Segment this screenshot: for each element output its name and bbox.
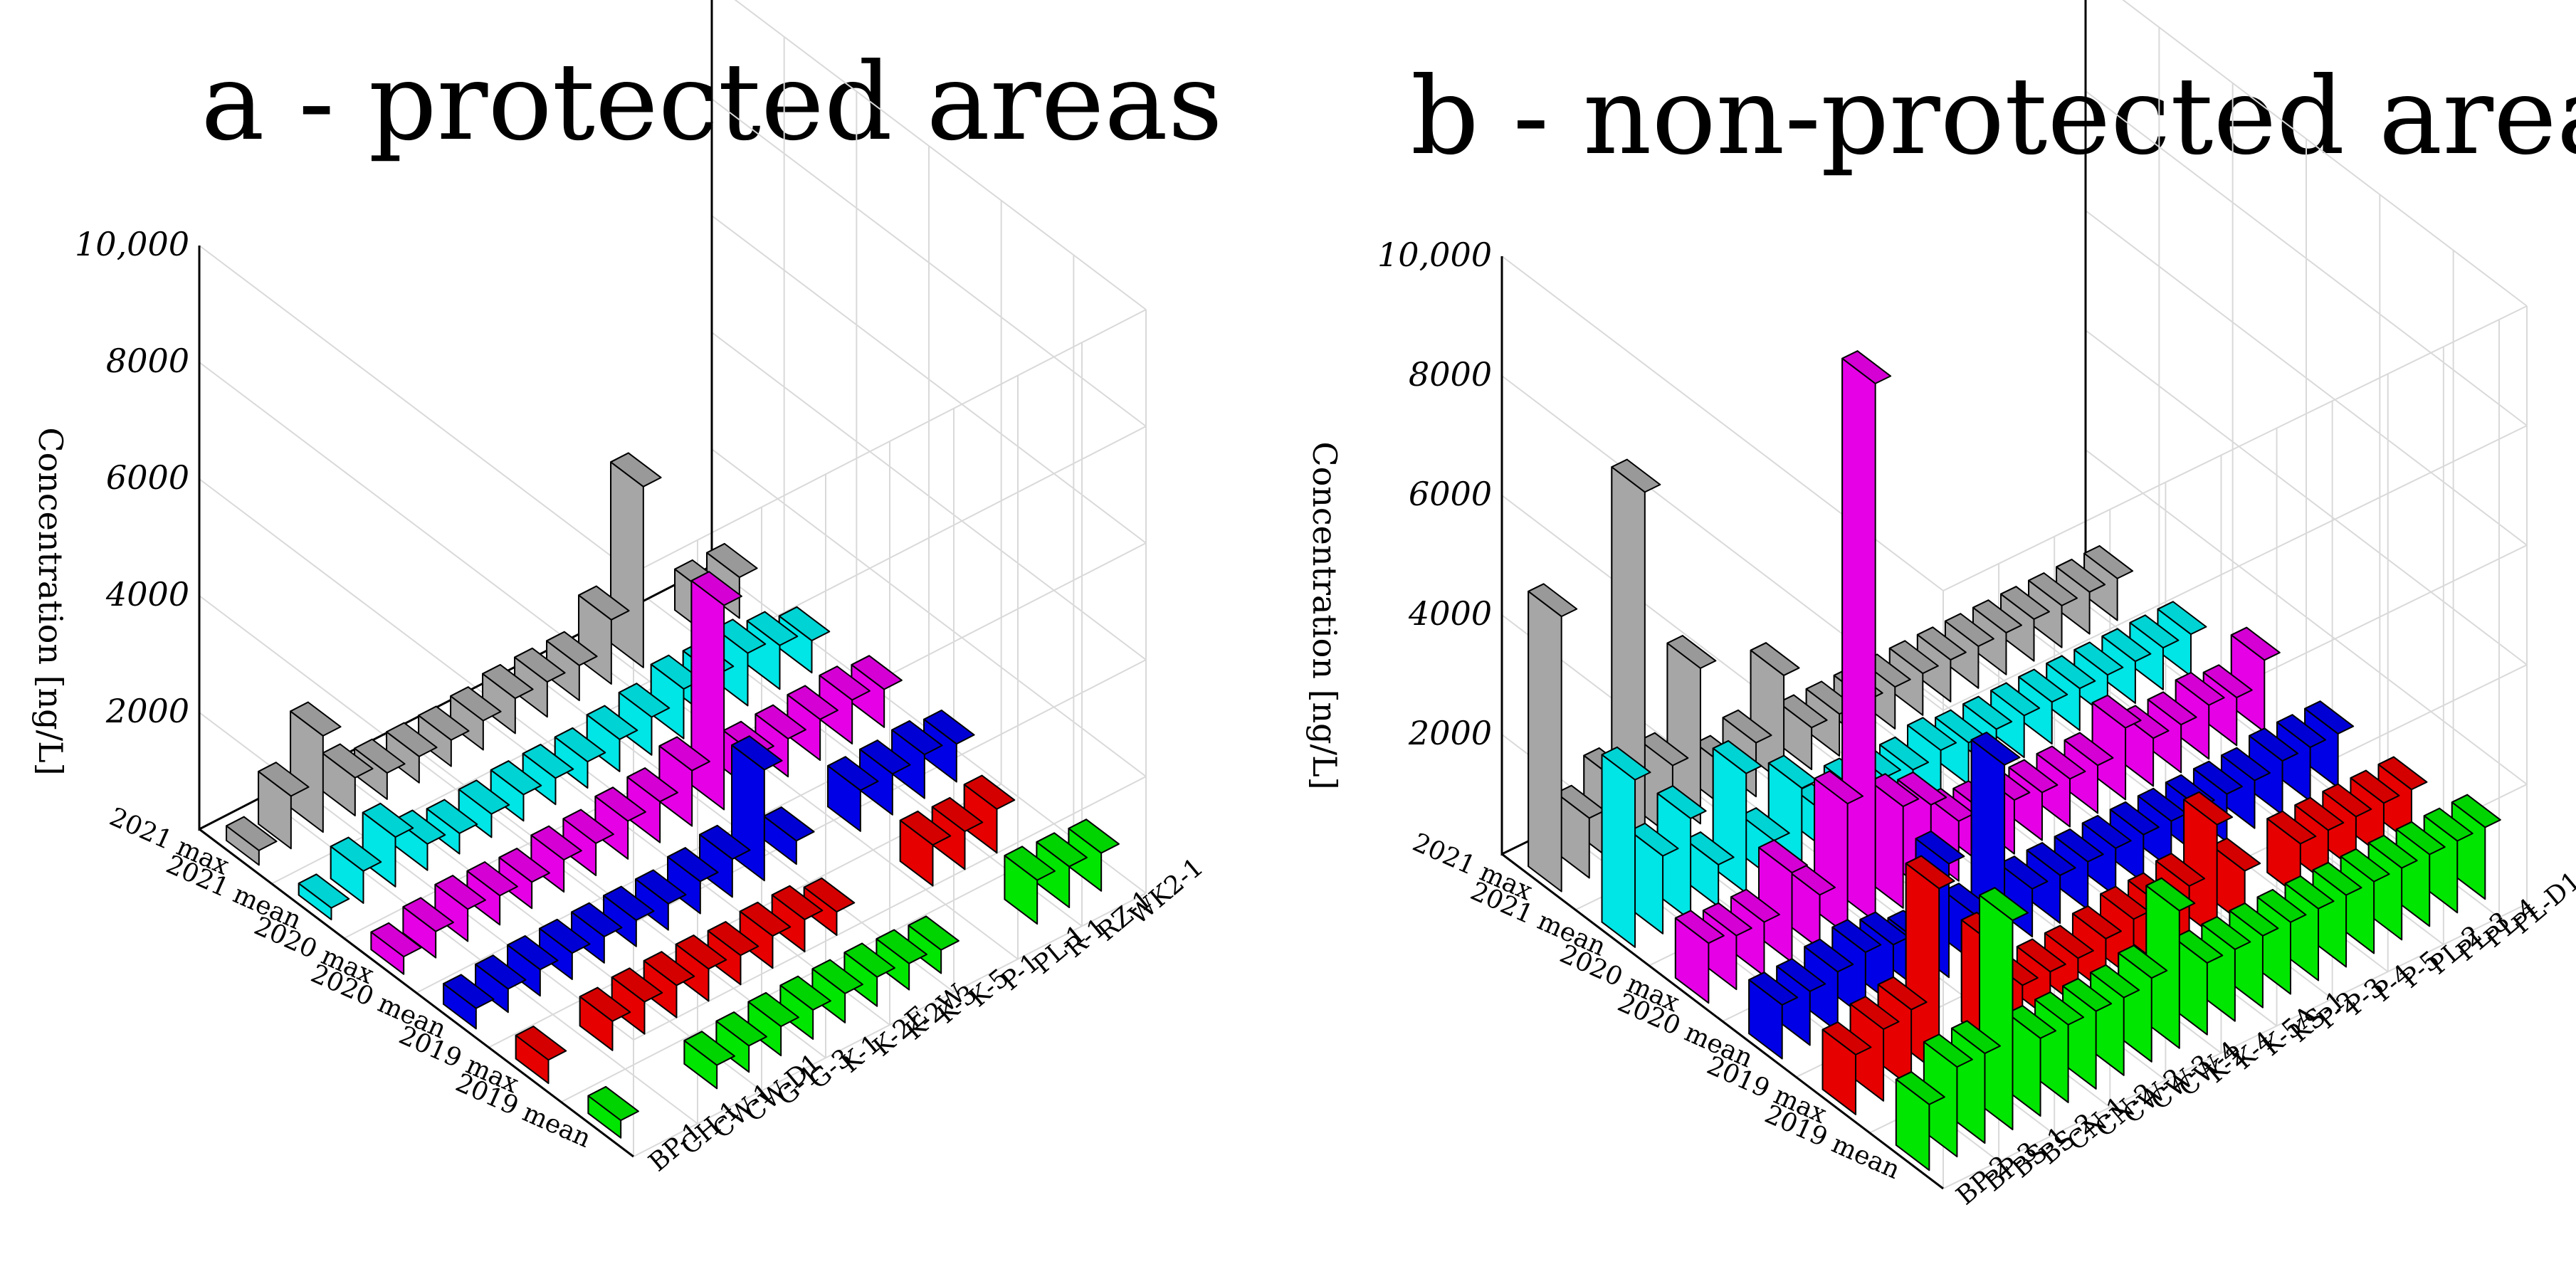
panel-a-bar-2020-max-BP-1 <box>370 922 422 975</box>
panel-a-bar-2019-max-BP-1 <box>515 1026 567 1085</box>
panel-a-bar-2019-mean-G-1 <box>715 1011 767 1073</box>
panel-a-bar-2021-mean-K-3 <box>586 705 638 772</box>
panel-a-bar-2019-mean-K-2W <box>843 942 895 1007</box>
panel-a-bar-2020-max-K-1 <box>562 809 614 876</box>
panel-a-bar-2019-max-PL-1 <box>899 810 952 887</box>
panel-b-bars <box>1528 350 2501 1172</box>
panel-a-bar-2019-mean-BP-1 <box>587 1085 639 1139</box>
panel-a-bar-2021-max-BP-1 <box>226 816 278 866</box>
panel-a-bar-2021-mean-K-2W <box>554 727 606 789</box>
panel-b-bar-2020-max-PL-D1 <box>2230 626 2281 733</box>
panel-a-bar-2019-mean-K-3 <box>876 929 927 991</box>
panel-b-z-ticks: 2000 4000 6000 8000 10,000 <box>1377 236 1492 752</box>
panel-a-bar-2021-max-CH-1 <box>258 762 310 850</box>
panel-a-bar-2020-max-CH-1 <box>402 897 454 959</box>
panel-a-bar-2019-max-K-2E <box>739 901 792 969</box>
panel-b-z-tick-1: 2000 <box>1408 714 1492 752</box>
panel-a-bar-2019-max-CW-1 <box>579 986 631 1051</box>
panel-a-y-axis-label: Concentration [ng/L] <box>31 427 70 775</box>
panel-a-bar-2020-mean-K-2W <box>699 824 751 898</box>
panel-a-bar-2019-max-G-3 <box>675 935 727 1002</box>
panel-a-bar-2021-mean-CH-1 <box>330 836 382 904</box>
panel-a-bar-2020-max-K-2E <box>594 786 646 860</box>
panel-a-bar-2020-max-K-3 <box>658 736 710 827</box>
panel-a-bar-2020-mean-K-2E <box>667 847 719 915</box>
panel-a-bar-2021-max-CW-D1 <box>322 743 374 817</box>
panel-a-bar-2019-mean-G-3 <box>747 991 799 1057</box>
panel-a-bar-2021-mean-K-2E <box>522 744 574 806</box>
panel-a-bars <box>226 452 1120 1139</box>
panel-a-bar-2021-mean-K-5 <box>618 683 671 756</box>
panel-a-bar-2019-mean-R-1 <box>1004 846 1056 925</box>
panel-a-z-ticks: 2000 4000 6000 8000 10,000 <box>75 225 189 730</box>
panel-a-bar-2020-mean-K-5 <box>763 806 815 865</box>
panel-a-bar-2020-mean-G-3 <box>603 885 655 947</box>
panel-a-bar-2020-mean-BP-1 <box>443 974 495 1030</box>
panel-a-bar-2021-max-K-1 <box>418 705 470 767</box>
panel-a-bar-2020-mean-G-1 <box>571 902 623 964</box>
panel-a-bar-2020-mean-CW-D1 <box>539 918 591 981</box>
panel-a-bar-2020-max-G-1 <box>498 848 550 910</box>
panel-a-bar-2021-max-G-3 <box>386 722 438 784</box>
panel-a-bar-2021-max-PL-1 <box>610 452 662 668</box>
panel-a-bar-2019-mean-K-2E <box>811 959 863 1023</box>
panel-a-bar-2020-mean-K-1 <box>635 869 687 931</box>
panel-b-y-axis-label: Concentration [ng/L] <box>1305 441 1344 789</box>
panel-a-bar-2020-mean-CW-1 <box>507 935 559 997</box>
panel-a-bar-2021-max-K-2E <box>450 686 502 751</box>
panel-a-bar-2019-mean-K-5 <box>908 915 960 974</box>
panel-a-z-tick-1: 2000 <box>105 692 189 730</box>
panel-b-title: b - non-protected areas <box>1411 55 2576 179</box>
panel-a-bar-2019-mean-CW-D1 <box>683 1031 735 1090</box>
panel-b-bar-2019-mean-PL-D1 <box>2451 794 2501 900</box>
panel-b-bar-2021-max-BP-2 <box>1528 583 1578 893</box>
panel-b-bar-2019-mean-BP-2 <box>1895 1071 1945 1172</box>
panel-a-bar-2021-max-K-5 <box>546 631 598 702</box>
panel-a-bar-2021-mean-BP-1 <box>298 873 350 921</box>
panel-a-bar-2019-max-CW-D1 <box>611 967 663 1035</box>
panel-a-bar-2020-mean-PL-1 <box>827 756 879 832</box>
panel-a-bar-2021-mean-CW-1 <box>362 802 414 888</box>
panel-a-bar-2021-mean-G-1 <box>426 799 478 855</box>
panel-a-bar-2020-max-K-5 <box>690 571 742 811</box>
panel-a-bar-2021-max-K-2W <box>482 663 534 735</box>
panel-a-bar-2021-mean-K-1 <box>490 760 542 822</box>
panel-a-bar-2019-max-G-1 <box>643 951 695 1018</box>
panel-b-z-tick-4: 8000 <box>1409 355 1492 394</box>
panel-b-bar-2021-mean-CW-2 <box>1767 754 1818 867</box>
panel-b-bar-2020-max-BP-2 <box>1674 910 1725 1004</box>
panel-b-bar-2020-max-BS-2 <box>1758 839 1808 964</box>
panel-b-bar-2021-mean-BP-2 <box>1601 746 1651 948</box>
panel-a-z-tick-2: 4000 <box>105 575 189 614</box>
panel-a-protected-areas: a - protected areas 200040006000800010,0… <box>31 0 1223 1177</box>
panel-b-bar-2019-max-BP-2 <box>1821 1021 1872 1115</box>
panel-b-z-tick-2: 4000 <box>1408 594 1492 633</box>
panel-b-bar-2020-max-CW-2 <box>1841 350 1892 922</box>
panel-a-bar-2020-mean-CH-1 <box>475 954 527 1014</box>
panel-b-z-tick-3: 6000 <box>1409 475 1492 513</box>
panel-b-bar-2019-max-P-5 <box>2266 810 2317 899</box>
panel-b-bar-2020-mean-BP-2 <box>1748 972 1799 1060</box>
panel-a-z-tick-3: 6000 <box>106 458 189 497</box>
panel-a-bar-2021-mean-G-3 <box>458 779 510 838</box>
panel-b-non-protected-areas: b - non-protected areas 2000 4000 6000 8000… <box>1305 0 2576 1211</box>
panel-a-z-tick-5: 10,000 <box>75 225 189 263</box>
panel-b-z-tick-5: 10,000 <box>1377 236 1492 274</box>
panel-a-z-tick-4: 8000 <box>106 342 189 380</box>
panel-a-bar-2020-max-G-3 <box>530 825 582 893</box>
panel-a-bar-2020-max-CW-1 <box>434 875 486 942</box>
panel-a-bar-2019-mean-K-1 <box>779 975 831 1040</box>
